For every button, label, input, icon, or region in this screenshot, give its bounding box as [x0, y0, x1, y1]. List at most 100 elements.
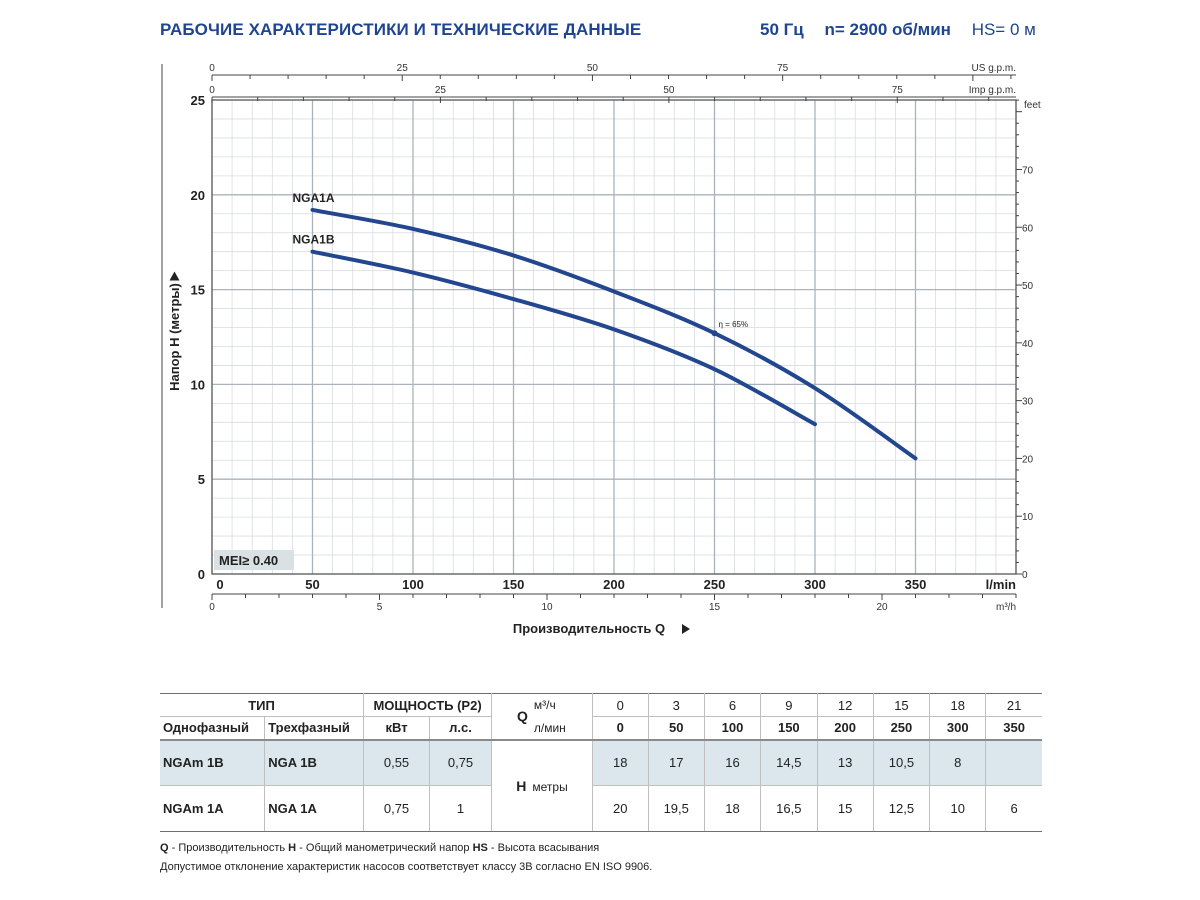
series-label-nga1a: NGA1A	[293, 191, 335, 205]
hp-header: л.с.	[429, 716, 493, 740]
power-kw: 0,55	[363, 738, 430, 786]
operating-conditions: 50 Гц n= 2900 об/мин HS= 0 м	[760, 20, 1036, 40]
q-unit-m3h: м³/ч	[529, 693, 593, 717]
imp-gpm-axis-tick-label: 75	[892, 85, 904, 96]
mei-badge: MEI≥ 0.40	[219, 553, 278, 568]
y-tick-label: 20	[191, 188, 205, 203]
power-hp: 0,75	[429, 738, 493, 786]
y-tick-label: 25	[191, 93, 205, 108]
tolerance-note: Допустимое отклонение характеристик насо…	[160, 861, 653, 873]
y-axis-arrow	[169, 271, 180, 281]
feet-tick-label: 40	[1022, 339, 1034, 350]
y-tick-label: 15	[191, 283, 205, 298]
head-value: 18	[704, 785, 762, 832]
tick-labels: 0 25 50 75 US g.p.m.0 25 50 75 Imp g.p.m.0102030…	[191, 63, 1041, 613]
feet-tick-label: 30	[1022, 397, 1034, 408]
type-header: ТИП	[160, 693, 365, 717]
feet-tick-label: 10	[1022, 512, 1034, 523]
hs-key: HS	[472, 842, 488, 854]
feet-tick-label: 0	[1022, 570, 1028, 581]
model-three-phase: NGA 1A	[264, 785, 365, 832]
head-value: 20	[592, 785, 649, 832]
x-tick-label: 350	[905, 577, 927, 592]
m3h-axis-unit: m³/h	[996, 602, 1016, 613]
series-curves	[310, 207, 918, 461]
q-m3h-value: 9	[760, 693, 818, 717]
x-tick-label: 250	[704, 577, 726, 592]
plot-frame	[211, 99, 1017, 575]
us-gpm-axis-tick-label: 0	[209, 63, 215, 74]
us-gpm-axis-unit: US g.p.m.	[972, 63, 1016, 74]
y-axis-title: Напор H (метры)	[167, 283, 182, 391]
x-tick-label: 150	[503, 577, 525, 592]
suction-height-label: HS= 0 м	[971, 20, 1036, 39]
q-m3h-value: 18	[929, 693, 987, 717]
frequency-label: 50 Гц	[760, 20, 804, 39]
head-value: 18	[592, 738, 649, 786]
m3h-tick-label: 15	[709, 602, 721, 613]
us-gpm-axis-tick-label: 50	[587, 63, 599, 74]
q-m3h-value: 3	[648, 693, 705, 717]
x-axis-arrow	[682, 624, 690, 634]
imp-gpm-axis-unit: Imp g.p.m.	[969, 85, 1016, 96]
head-value: 19,5	[648, 785, 705, 832]
mei-badge-bg	[214, 550, 294, 570]
page-title: РАБОЧИЕ ХАРАКТЕРИСТИКИ И ТЕХНИЧЕСКИЕ ДАН…	[160, 20, 642, 39]
chart-labels: Напор H (метры) Производительность Q NGA1A…	[167, 191, 748, 636]
kw-header: кВт	[363, 716, 430, 740]
q-m3h-value: 21	[985, 693, 1042, 717]
head-value: 16,5	[760, 785, 818, 832]
table-header-row: Однофазный Трехфазный кВт л.с. л/мин 0 50 100 15…	[160, 716, 1042, 740]
model-single-phase: NGAm 1A	[160, 785, 266, 832]
imp-gpm-axis-tick-label: 25	[435, 85, 447, 96]
q-lmin-value: 200	[817, 716, 874, 740]
imp-gpm-axis-tick-label: 50	[663, 85, 675, 96]
legend-definitions: Q - Производительность H - Общий маномет…	[160, 842, 599, 854]
feet-tick-label: 60	[1022, 223, 1034, 234]
y-tick-label: 10	[191, 377, 205, 392]
series-line-nga1a	[310, 207, 918, 461]
efficiency-point	[711, 330, 718, 337]
m3h-tick-label: 0	[209, 602, 215, 613]
head-value: 6	[985, 785, 1042, 832]
h-label: H	[516, 777, 527, 794]
model-single-phase: NGAm 1B	[160, 738, 266, 786]
q-m3h-value: 15	[873, 693, 931, 717]
speed-label: n= 2900 об/мин	[824, 20, 951, 39]
series-label-nga1b: NGA1B	[293, 233, 335, 247]
head-value: 16	[704, 738, 762, 786]
single-phase-header: Однофазный	[160, 716, 266, 740]
x-tick-label: 200	[603, 577, 625, 592]
q-lmin-value: 50	[648, 716, 705, 740]
power-kw: 0,75	[363, 785, 430, 832]
h-desc: - Общий манометрический напор	[296, 842, 473, 854]
m3h-tick-label: 10	[541, 602, 553, 613]
feet-tick-label: 70	[1022, 165, 1034, 176]
q-key: Q	[160, 842, 169, 854]
m3h-tick-label: 20	[876, 602, 888, 613]
head-value: 12,5	[873, 785, 931, 832]
m3h-tick-label: 5	[377, 602, 383, 613]
head-value: 15	[817, 785, 874, 832]
x-tick-label: 100	[402, 577, 424, 592]
y-tick-label: 5	[198, 472, 205, 487]
feet-tick-label: 20	[1022, 454, 1034, 465]
performance-chart: 0 25 50 75 US g.p.m.0 25 50 75 Imp g.p.m.0102030…	[161, 63, 1041, 636]
head-value	[985, 738, 1042, 786]
x-axis-unit: l/min	[986, 577, 1016, 592]
h-key: H	[288, 842, 297, 854]
axes	[161, 64, 1022, 608]
x-tick-label: 0	[216, 577, 223, 592]
q-m3h-value: 6	[704, 693, 762, 717]
q-lmin-value: 0	[592, 716, 649, 740]
head-value: 17	[648, 738, 705, 786]
hs-desc: - Высота всасывания	[487, 842, 600, 854]
q-header: Q	[491, 693, 530, 740]
model-three-phase: NGA 1B	[264, 738, 365, 786]
feet-axis-unit: feet	[1024, 100, 1041, 111]
grid-minor	[212, 100, 1016, 574]
power-header: МОЩНОСТЬ (P2)	[363, 693, 493, 717]
meters-label: метры	[532, 779, 568, 794]
